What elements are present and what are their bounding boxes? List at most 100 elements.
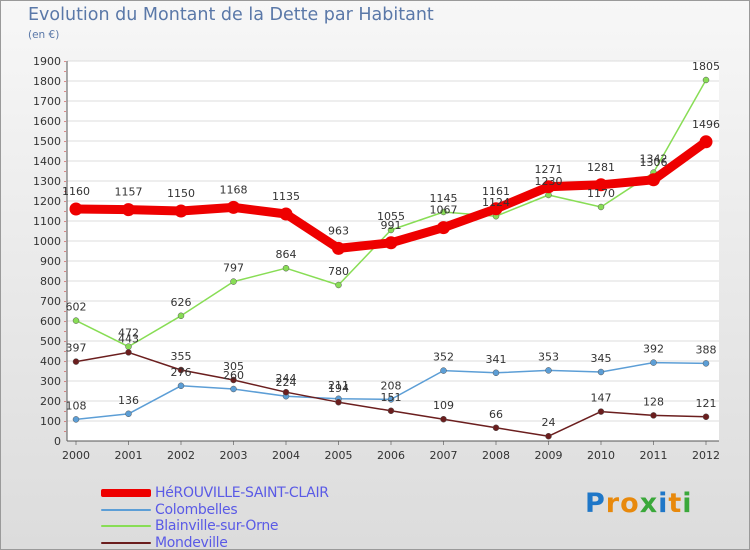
data-label: 443 <box>118 332 139 345</box>
y-tick-label: 200 <box>40 395 61 408</box>
data-label: 1150 <box>167 187 195 200</box>
data-label: 1067 <box>430 204 458 217</box>
y-tick-label: 800 <box>40 275 61 288</box>
data-label: 864 <box>276 248 297 261</box>
x-tick-label: 2011 <box>640 449 668 462</box>
data-label: 388 <box>696 343 717 356</box>
data-label: 1160 <box>62 185 90 198</box>
data-label: 345 <box>591 352 612 365</box>
data-point <box>387 226 395 234</box>
data-label: 341 <box>486 353 507 366</box>
data-point <box>125 349 132 356</box>
data-point <box>125 410 132 418</box>
data-label: 1306 <box>640 156 668 169</box>
data-point <box>177 312 185 320</box>
data-label: 208 <box>381 379 402 392</box>
data-point <box>699 135 713 149</box>
data-label: 991 <box>381 219 402 232</box>
y-tick-label: 1500 <box>33 135 61 148</box>
data-label: 392 <box>643 343 664 356</box>
legend-label: HéROUVILLE-SAINT-CLAIR <box>155 485 329 502</box>
legend-item: HéROUVILLE-SAINT-CLAIR <box>101 485 329 502</box>
y-tick-label: 700 <box>40 295 61 308</box>
data-point <box>335 281 342 289</box>
proxiti-logo: Proxiti <box>585 488 693 519</box>
data-label: 353 <box>538 350 559 363</box>
legend-item: Mondeville <box>101 534 329 550</box>
data-label: 1145 <box>430 192 458 205</box>
data-point <box>72 416 80 423</box>
data-label: 1168 <box>220 183 248 196</box>
data-point <box>279 207 293 221</box>
data-point <box>174 204 188 218</box>
data-label: 1271 <box>535 163 563 176</box>
y-tick-label: 300 <box>40 375 61 388</box>
data-point <box>647 173 660 187</box>
data-point <box>440 415 447 423</box>
data-label: 352 <box>433 351 454 364</box>
y-tick-label: 900 <box>40 255 61 268</box>
data-point <box>542 180 555 194</box>
data-label: 224 <box>276 376 297 389</box>
data-label: 1161 <box>482 185 510 198</box>
data-label: 66 <box>489 408 503 421</box>
data-label: 194 <box>328 382 349 395</box>
data-label: 602 <box>66 301 87 314</box>
legend-swatch <box>101 525 151 528</box>
y-tick-label: 500 <box>40 335 61 348</box>
data-point <box>282 388 290 396</box>
x-tick-label: 2012 <box>692 449 720 462</box>
data-label: 1157 <box>115 186 143 199</box>
data-point <box>440 208 447 216</box>
logo-letter: P <box>585 488 606 519</box>
data-label: 121 <box>696 397 717 410</box>
data-label: 626 <box>171 296 192 309</box>
data-point <box>492 424 500 432</box>
data-label: 108 <box>66 399 87 412</box>
y-tick-label: 1400 <box>33 155 61 168</box>
legend-swatch <box>101 541 151 544</box>
data-point <box>492 369 500 377</box>
data-point <box>440 367 447 374</box>
data-label: 797 <box>223 262 244 275</box>
y-tick-label: 1100 <box>33 215 61 228</box>
data-point <box>387 407 395 415</box>
data-point <box>332 241 345 255</box>
data-point <box>282 264 290 272</box>
x-tick-label: 2004 <box>272 449 300 462</box>
y-tick-label: 400 <box>40 355 61 368</box>
data-label: 472 <box>118 327 139 340</box>
data-label: 305 <box>223 360 244 373</box>
y-tick-label: 100 <box>40 415 61 428</box>
logo-letter: i <box>658 488 669 519</box>
x-tick-label: 2008 <box>482 449 510 462</box>
legend-swatch <box>101 489 151 498</box>
data-point <box>650 359 657 366</box>
chart-title: Evolution du Montant de la Dette par Hab… <box>28 5 434 25</box>
logo-letter: t <box>668 488 683 519</box>
data-label: 276 <box>171 366 192 379</box>
y-tick-label: 600 <box>40 315 61 328</box>
data-label: 780 <box>328 265 349 278</box>
x-tick-label: 2002 <box>167 449 195 462</box>
y-tick-label: 1900 <box>33 55 61 68</box>
data-point <box>230 376 237 384</box>
data-point <box>650 412 657 419</box>
x-tick-label: 2003 <box>220 449 248 462</box>
data-label: 260 <box>223 369 244 382</box>
x-tick-label: 2005 <box>325 449 353 462</box>
x-tick-label: 2007 <box>430 449 458 462</box>
legend-label: Mondeville <box>155 534 228 550</box>
data-point <box>702 76 710 84</box>
x-tick-label: 2010 <box>587 449 615 462</box>
data-point <box>69 202 83 216</box>
logo-letter: i <box>682 488 693 519</box>
data-point <box>594 178 608 192</box>
data-point <box>227 200 240 214</box>
data-label: 1805 <box>692 60 720 73</box>
y-tick-label: 1300 <box>33 175 61 188</box>
data-label: 151 <box>381 391 402 404</box>
legend-label: Blainville-sur-Orne <box>155 518 279 535</box>
